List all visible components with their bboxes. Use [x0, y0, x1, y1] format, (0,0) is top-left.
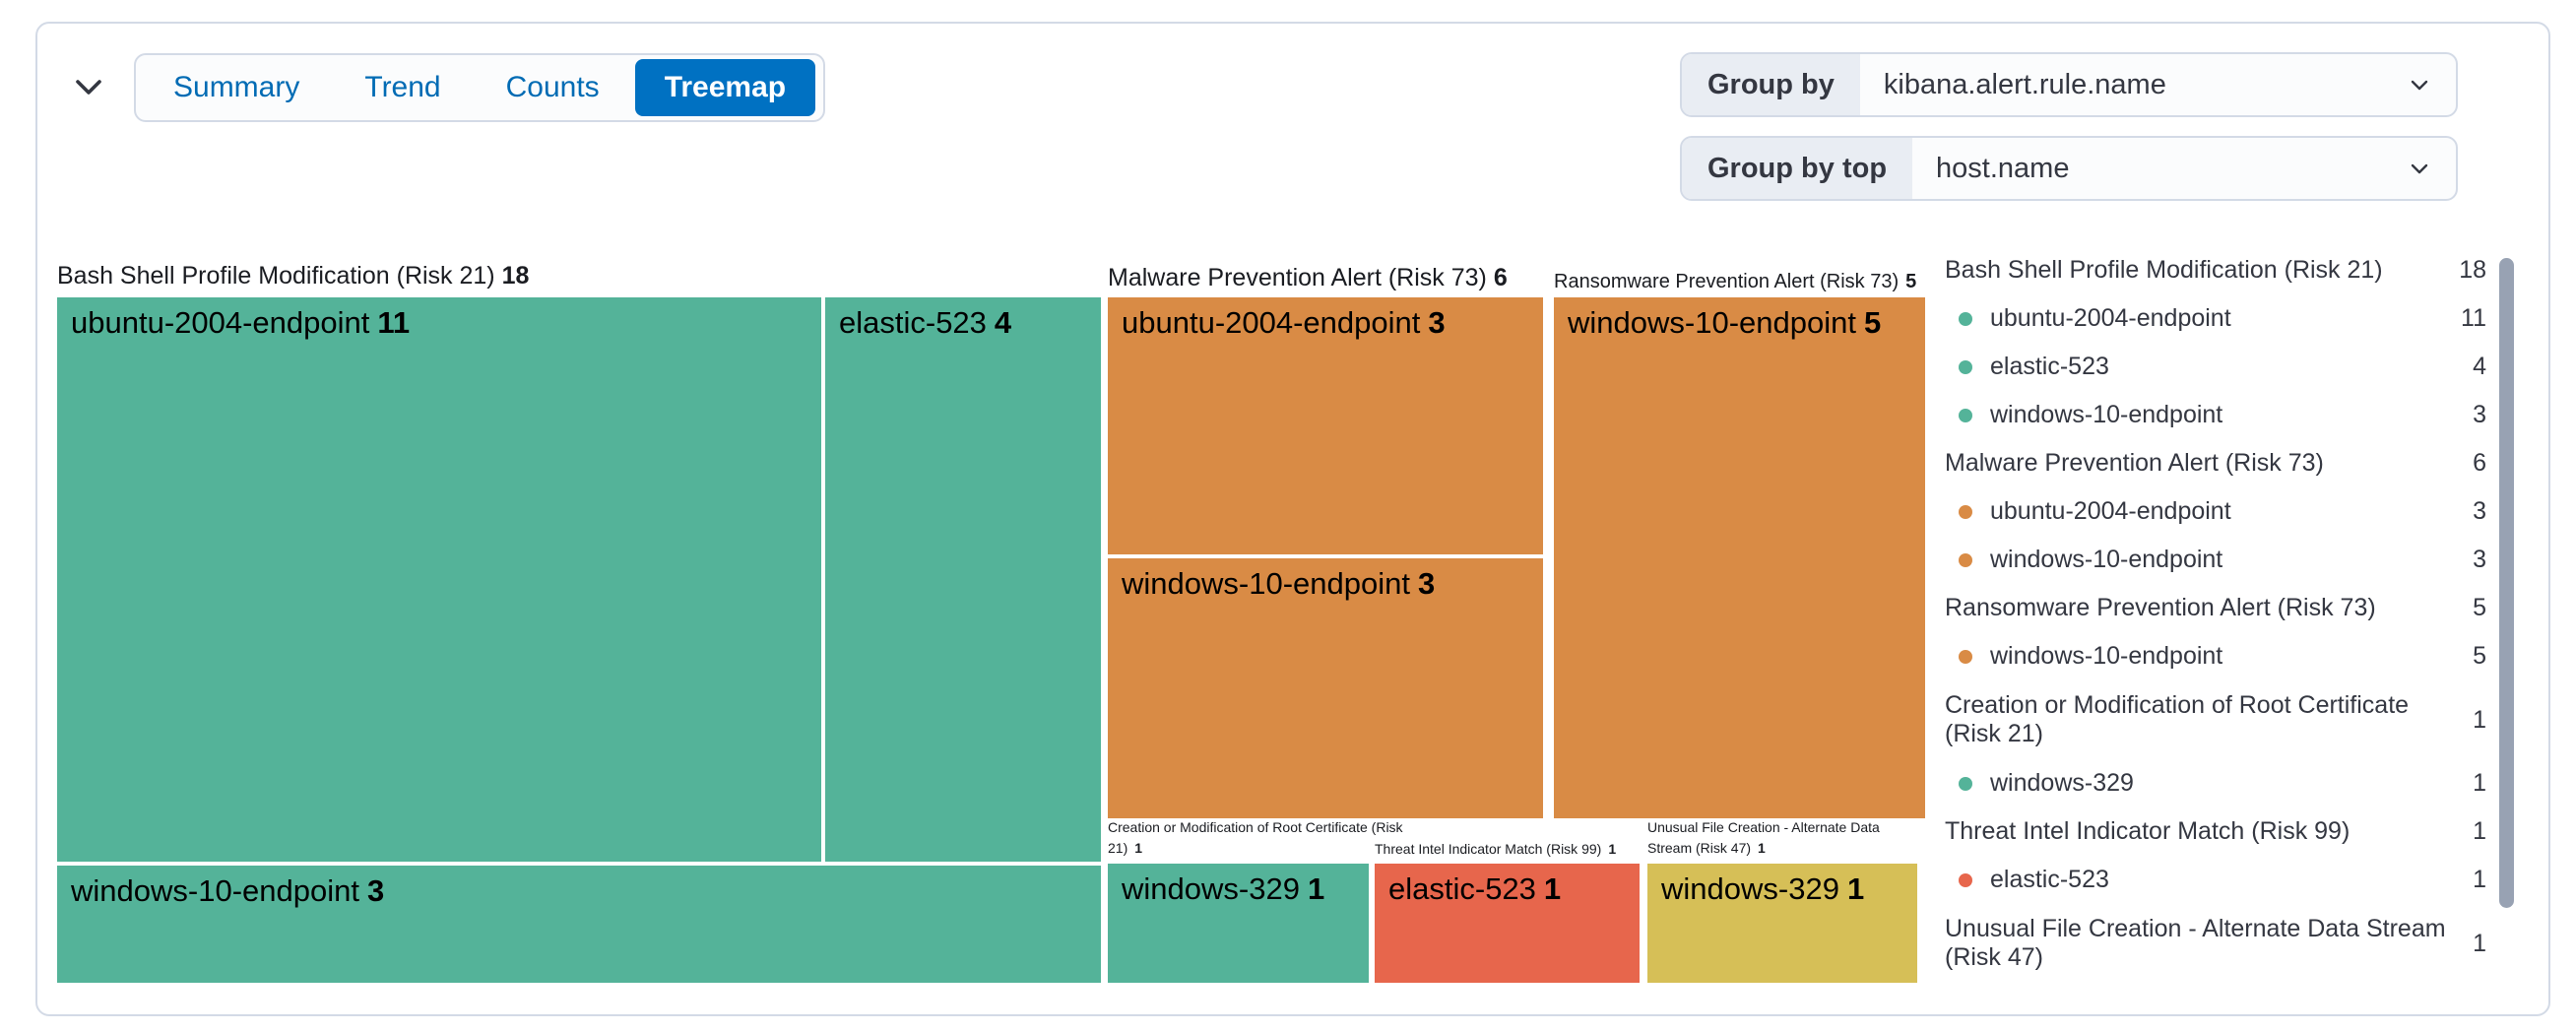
legend-item-row: elastic-523 4 — [1945, 343, 2486, 391]
cell-label: windows-329 1 — [1661, 871, 1865, 906]
treemap-group-header: Malware Prevention Alert (Risk 73) 6 — [1108, 264, 1508, 292]
cell-label: windows-10-endpoint 3 — [71, 873, 385, 908]
group-title: Creation or Modification of Root Certifi… — [1108, 819, 1403, 856]
group-by-control: Group by kibana.alert.rule.name — [1680, 52, 2458, 117]
legend-dot — [1959, 872, 1972, 887]
tab-summary[interactable]: Summary — [173, 71, 300, 103]
treemap-cell[interactable]: windows-10-endpoint 5 — [1554, 297, 1925, 818]
treemap-legend: Bash Shell Profile Modification (Risk 21… — [1945, 246, 2486, 983]
group-title: Threat Intel Indicator Match (Risk 99) — [1375, 841, 1602, 857]
legend-group-row: Bash Shell Profile Modification (Risk 21… — [1945, 256, 2486, 284]
legend-item-row: ubuntu-2004-endpoint 3 — [1945, 487, 2486, 536]
treemap-group-header: Creation or Modification of Root Certifi… — [1108, 817, 1403, 859]
tab-treemap[interactable]: Treemap — [634, 59, 816, 116]
cell-label: windows-329 1 — [1122, 871, 1325, 906]
group-by-top-control: Group by top host.name — [1680, 136, 2458, 201]
legend-item-row: elastic-523 1 — [1945, 856, 2486, 904]
tab-trend[interactable]: Trend — [364, 71, 441, 103]
group-by-top-label: Group by top — [1682, 138, 1913, 199]
legend-group-row: Unusual File Creation - Alternate Data S… — [1945, 915, 2486, 971]
treemap-cell[interactable]: ubuntu-2004-endpoint 11 — [57, 297, 821, 862]
group-title: Unusual File Creation - Alternate Data S… — [1647, 819, 1880, 856]
group-title: Malware Prevention Alert (Risk 73) — [1108, 264, 1487, 291]
treemap-group-header: Ransomware Prevention Alert (Risk 73) 5 — [1554, 271, 1916, 293]
tab-counts[interactable]: Counts — [505, 71, 600, 103]
legend-scrollbar-thumb[interactable] — [2499, 258, 2514, 908]
legend-item-row: ubuntu-2004-endpoint 11 — [1945, 294, 2486, 343]
legend-item-row: windows-329 1 — [1945, 759, 2486, 807]
legend-dot — [1959, 552, 1972, 567]
legend-dot — [1959, 359, 1972, 374]
treemap-group-header: Bash Shell Profile Modification (Risk 21… — [57, 262, 529, 290]
view-tab-group: Summary Trend Counts Treemap — [134, 53, 826, 122]
group-by-select[interactable]: kibana.alert.rule.name — [1883, 68, 2166, 100]
legend-dot — [1959, 311, 1972, 326]
treemap-cell[interactable]: windows-10-endpoint 3 — [57, 866, 1101, 983]
group-by-top-select[interactable]: host.name — [1936, 152, 2070, 184]
cell-label: ubuntu-2004-endpoint 3 — [1122, 305, 1446, 340]
group-count: 1 — [1758, 840, 1766, 856]
legend-dot — [1959, 504, 1972, 519]
legend-item-row: windows-10-endpoint 5 — [1945, 632, 2486, 680]
legend-item-row: windows-10-endpoint 3 — [1945, 391, 2486, 439]
legend-dot — [1959, 776, 1972, 791]
treemap-cell[interactable]: ubuntu-2004-endpoint 3 — [1108, 297, 1543, 554]
treemap-cell[interactable]: elastic-523 1 — [1375, 864, 1640, 983]
group-count: 1 — [1134, 840, 1143, 856]
group-count: 5 — [1905, 271, 1917, 292]
chevron-down-icon — [76, 80, 101, 95]
cell-label: elastic-523 4 — [839, 305, 1012, 340]
legend-group-row: Threat Intel Indicator Match (Risk 99) 1 — [1945, 817, 2486, 845]
treemap-cell[interactable]: windows-10-endpoint 3 — [1108, 558, 1543, 818]
chevron-down-icon[interactable] — [2407, 138, 2456, 199]
legend-dot — [1959, 408, 1972, 422]
group-count: 18 — [501, 262, 530, 290]
legend-dot — [1959, 649, 1972, 664]
cell-label: ubuntu-2004-endpoint 11 — [71, 305, 411, 340]
legend-group-row: Malware Prevention Alert (Risk 73) 6 — [1945, 449, 2486, 477]
legend-item-row: windows-10-endpoint 3 — [1945, 536, 2486, 584]
treemap-group-header: Unusual File Creation - Alternate Data S… — [1647, 817, 1915, 859]
chevron-down-icon[interactable] — [2407, 54, 2456, 115]
treemap-group-header: Threat Intel Indicator Match (Risk 99) 1 — [1375, 839, 1616, 860]
treemap-cell[interactable]: windows-329 1 — [1647, 864, 1917, 983]
group-by-label: Group by — [1682, 54, 1860, 115]
group-title: Bash Shell Profile Modification (Risk 21… — [57, 262, 495, 290]
legend-group-row: Ransomware Prevention Alert (Risk 73) 5 — [1945, 594, 2486, 621]
treemap-cell[interactable]: elastic-523 4 — [825, 297, 1101, 862]
cell-label: windows-10-endpoint 3 — [1122, 566, 1436, 601]
treemap-cell[interactable]: windows-329 1 — [1108, 864, 1369, 983]
group-title: Ransomware Prevention Alert (Risk 73) — [1554, 271, 1900, 292]
legend-group-row: Creation or Modification of Root Certifi… — [1945, 691, 2486, 747]
cell-label: elastic-523 1 — [1388, 871, 1562, 906]
cell-label: windows-10-endpoint 5 — [1568, 305, 1882, 340]
group-count: 1 — [1608, 841, 1617, 857]
collapse-panel-button[interactable] — [65, 63, 112, 110]
group-count: 6 — [1493, 264, 1508, 291]
